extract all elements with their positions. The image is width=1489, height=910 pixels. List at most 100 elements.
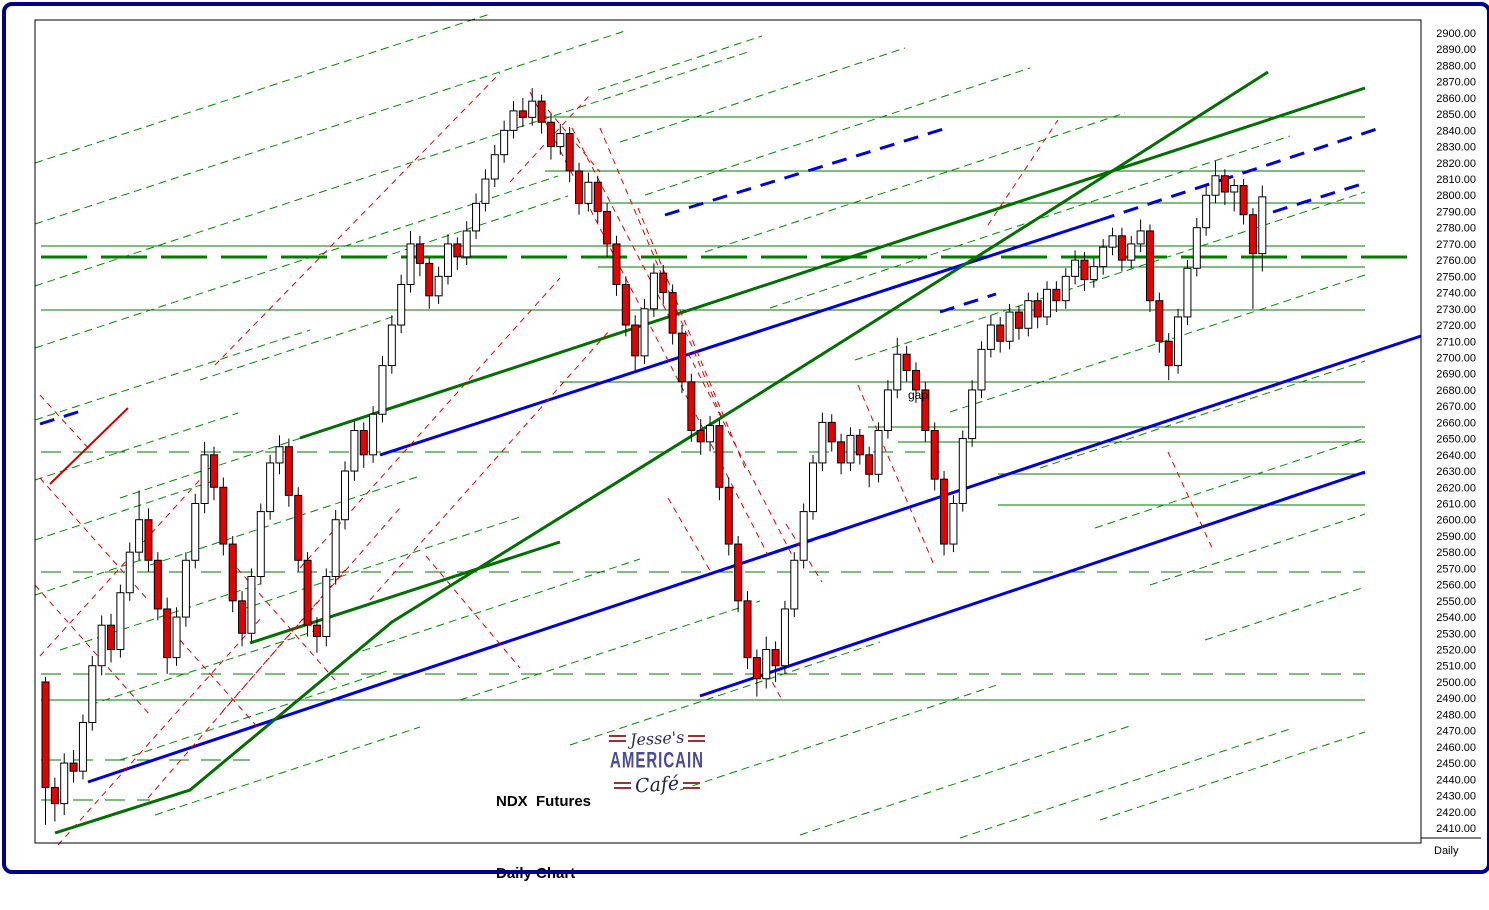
trendline bbox=[57, 616, 263, 846]
trendline bbox=[149, 475, 421, 566]
candle-body bbox=[387, 324, 396, 367]
candle-body bbox=[996, 324, 1005, 342]
trendline bbox=[59, 583, 261, 651]
candle-body bbox=[677, 332, 686, 383]
candle-body bbox=[780, 608, 789, 667]
candle-body bbox=[546, 121, 555, 148]
candle-body bbox=[1043, 288, 1052, 318]
candle-body bbox=[1089, 266, 1098, 281]
candle-body bbox=[1136, 230, 1145, 245]
trendline bbox=[214, 72, 501, 366]
trendline bbox=[1039, 360, 1366, 469]
trendline bbox=[34, 51, 749, 287]
candle-body bbox=[790, 559, 799, 610]
candle-body bbox=[649, 272, 658, 310]
chart-title-line1: NDX Futures bbox=[496, 793, 592, 810]
candle-body bbox=[1127, 243, 1136, 261]
trendline bbox=[87, 334, 1422, 784]
candle-body bbox=[659, 272, 668, 294]
logo-jesses-text: Jesse's bbox=[629, 727, 685, 750]
price-chart: 2900.00 2890.00 2880.00 2870.00 2860.00 2850.… bbox=[34, 13, 1481, 846]
y-axis-label: 2900.00 bbox=[1436, 28, 1476, 40]
trendline bbox=[704, 112, 1126, 253]
red-speedlines-icon bbox=[683, 781, 701, 789]
y-axis-label: 2850.00 bbox=[1436, 109, 1476, 121]
trendline bbox=[39, 394, 91, 451]
candle-body bbox=[322, 576, 331, 638]
candle-body bbox=[144, 519, 153, 561]
candle-body bbox=[631, 324, 640, 357]
y-axis-label: 2860.00 bbox=[1436, 93, 1476, 105]
y-axis-label: 2410.00 bbox=[1436, 823, 1476, 835]
candle-body bbox=[228, 543, 237, 602]
trendline bbox=[1099, 731, 1366, 821]
candle-body bbox=[940, 478, 949, 545]
y-axis-label: 2740.00 bbox=[1436, 288, 1476, 300]
candle-body bbox=[893, 353, 902, 391]
candle-body bbox=[977, 348, 986, 391]
candle-body bbox=[706, 425, 715, 443]
y-axis-label: 2540.00 bbox=[1436, 612, 1476, 624]
price-axis-layer: 2900.00 2890.00 2880.00 2870.00 2860.00 2850.… bbox=[1436, 28, 1476, 835]
y-axis-label: 2570.00 bbox=[1436, 563, 1476, 575]
trendline bbox=[799, 725, 1131, 836]
y-axis-label: 2500.00 bbox=[1436, 677, 1476, 689]
trendline bbox=[34, 412, 239, 481]
candle-body bbox=[78, 722, 87, 772]
y-axis-label: 2600.00 bbox=[1436, 515, 1476, 527]
candle-body bbox=[434, 275, 443, 297]
y-axis-label: 2840.00 bbox=[1436, 125, 1476, 137]
candle-body bbox=[425, 262, 434, 297]
candle-body bbox=[135, 519, 144, 553]
y-axis-label: 2810.00 bbox=[1436, 174, 1476, 186]
trendline bbox=[154, 726, 421, 816]
trendline bbox=[637, 207, 746, 469]
candle-body bbox=[350, 429, 359, 472]
trendline bbox=[425, 555, 521, 669]
candle-body bbox=[556, 133, 565, 148]
trendline bbox=[249, 540, 561, 645]
candle-body bbox=[752, 657, 761, 680]
candle-body bbox=[1117, 235, 1126, 261]
candle-body bbox=[378, 365, 387, 415]
candle-body bbox=[1005, 311, 1014, 342]
trendline bbox=[1149, 513, 1366, 586]
candle-body bbox=[1183, 267, 1192, 318]
trendline bbox=[1204, 586, 1366, 641]
candle-body bbox=[163, 608, 172, 659]
jesses-americain-cafe-logo: Jesse's AMERICAIN Café bbox=[599, 727, 715, 798]
trendline bbox=[761, 662, 783, 701]
y-axis-label: 2720.00 bbox=[1436, 320, 1476, 332]
logo-americain-text: AMERICAIN bbox=[610, 747, 704, 774]
y-axis-label: 2560.00 bbox=[1436, 580, 1476, 592]
y-axis-label: 2790.00 bbox=[1436, 206, 1476, 218]
y-axis-label: 2820.00 bbox=[1436, 158, 1476, 170]
candle-body bbox=[219, 486, 228, 545]
timeframe-label: Daily bbox=[1434, 845, 1459, 857]
trendline bbox=[239, 516, 521, 611]
candle-body bbox=[715, 425, 724, 488]
y-axis-label: 2870.00 bbox=[1436, 77, 1476, 89]
y-axis-label: 2780.00 bbox=[1436, 223, 1476, 235]
candle-body bbox=[958, 438, 967, 504]
candle-body bbox=[60, 762, 69, 805]
candle-body bbox=[1061, 275, 1070, 302]
trendlines-layer bbox=[34, 13, 1422, 846]
candle-body bbox=[472, 202, 481, 232]
trendline bbox=[199, 315, 396, 381]
candle-body bbox=[883, 389, 892, 431]
plot-border bbox=[34, 19, 1422, 844]
y-axis-label: 2460.00 bbox=[1436, 742, 1476, 754]
candle-body bbox=[1080, 259, 1089, 281]
logo-bottom-row: Café bbox=[599, 772, 715, 798]
candle-body bbox=[986, 324, 995, 350]
candle-body bbox=[827, 421, 836, 443]
candle-body bbox=[575, 170, 584, 204]
candle-body bbox=[902, 353, 911, 371]
y-axis-label: 2670.00 bbox=[1436, 401, 1476, 413]
trendline bbox=[34, 29, 629, 225]
candle-body bbox=[341, 470, 350, 521]
candle-body bbox=[209, 454, 218, 488]
y-axis-label: 2640.00 bbox=[1436, 450, 1476, 462]
candle-body bbox=[359, 429, 368, 456]
